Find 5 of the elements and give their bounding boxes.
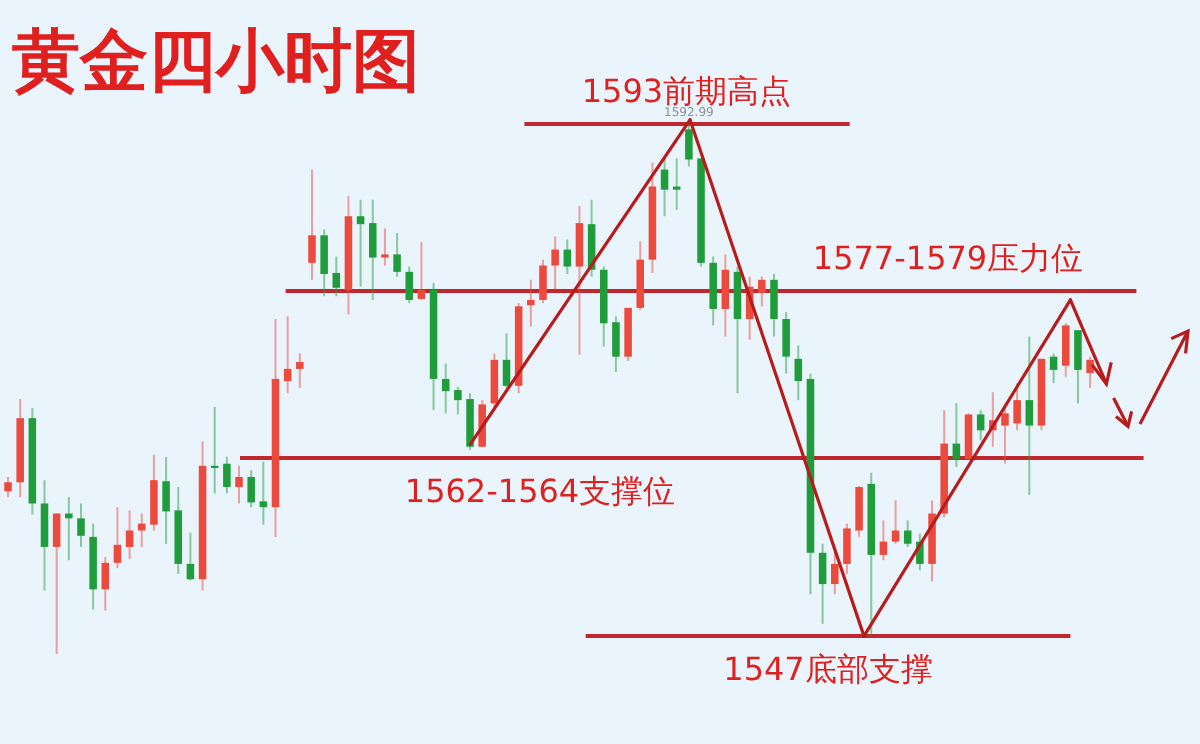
ref-line-label: 1547底部支撑 xyxy=(723,649,933,688)
chart-title: 黄金四小时图 xyxy=(12,22,420,102)
ref-line-label: 1562-1564支撑位 xyxy=(404,471,676,510)
ref-line-label: 1593前期高点 xyxy=(581,72,792,110)
ref-line-label: 1577-1579压力位 xyxy=(812,238,1084,277)
